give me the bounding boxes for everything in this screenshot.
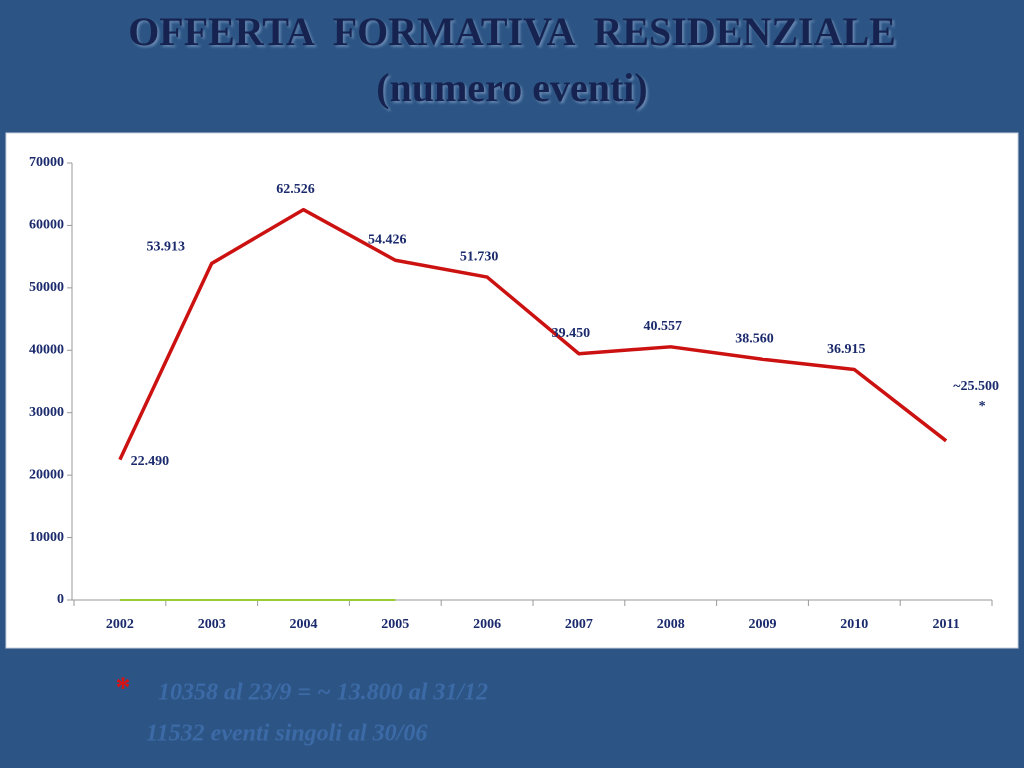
y-tick-label: 10000 <box>29 530 64 545</box>
title: OFFERTA FORMATIVA RESIDENZIALE <box>128 9 896 54</box>
data-label: 51.730 <box>460 249 499 264</box>
x-tick-label: 2009 <box>749 617 777 632</box>
axes: 0 10000 20000 30000 40000 50000 60000 70000 2002… <box>29 155 999 632</box>
y-tick-label: 40000 <box>29 343 64 358</box>
y-tick-label: 0 <box>57 592 64 607</box>
x-tick-label: 2004 <box>290 617 318 632</box>
x-tick-label: 2006 <box>473 617 501 632</box>
data-label: 40.557 <box>643 319 682 334</box>
data-label: 62.526 <box>276 182 315 197</box>
y-tick-label: 20000 <box>29 467 64 482</box>
y-tick-label: 50000 <box>29 280 64 295</box>
line <box>118 207 948 461</box>
data-label: 53.913 <box>146 240 185 255</box>
data-label: 36.915 <box>827 342 866 357</box>
subtitle: (numero eventi) <box>376 65 647 110</box>
x-tick-label: 2008 <box>657 617 685 632</box>
y-tick-label: 30000 <box>29 405 64 420</box>
x-tick-label: 2011 <box>932 617 959 632</box>
x-tick-label: 2010 <box>840 617 868 632</box>
data-label: 39.450 <box>552 326 591 341</box>
data-label: 38.560 <box>735 331 774 346</box>
chart-panel <box>5 132 1019 649</box>
data-label: 22.490 <box>131 454 170 469</box>
annotation: * <box>979 399 986 414</box>
y-tick-label: 60000 <box>29 218 64 233</box>
data-label: ~25.500 <box>953 379 999 394</box>
x-tick-label: 2003 <box>198 617 226 632</box>
x-tick-label: 2005 <box>381 617 409 632</box>
footnote-line: 11532 eventi singoli al 30/06 <box>146 721 427 747</box>
footnote-marker: * <box>116 671 131 704</box>
data-label: 54.426 <box>368 232 407 247</box>
y-tick-label: 70000 <box>29 155 64 170</box>
footnote-line: 10358 al 23/9 = ~ 13.800 al 31/12 <box>158 680 488 706</box>
x-tick-label: 2007 <box>565 617 593 632</box>
x-tick-label: 2002 <box>106 617 134 632</box>
